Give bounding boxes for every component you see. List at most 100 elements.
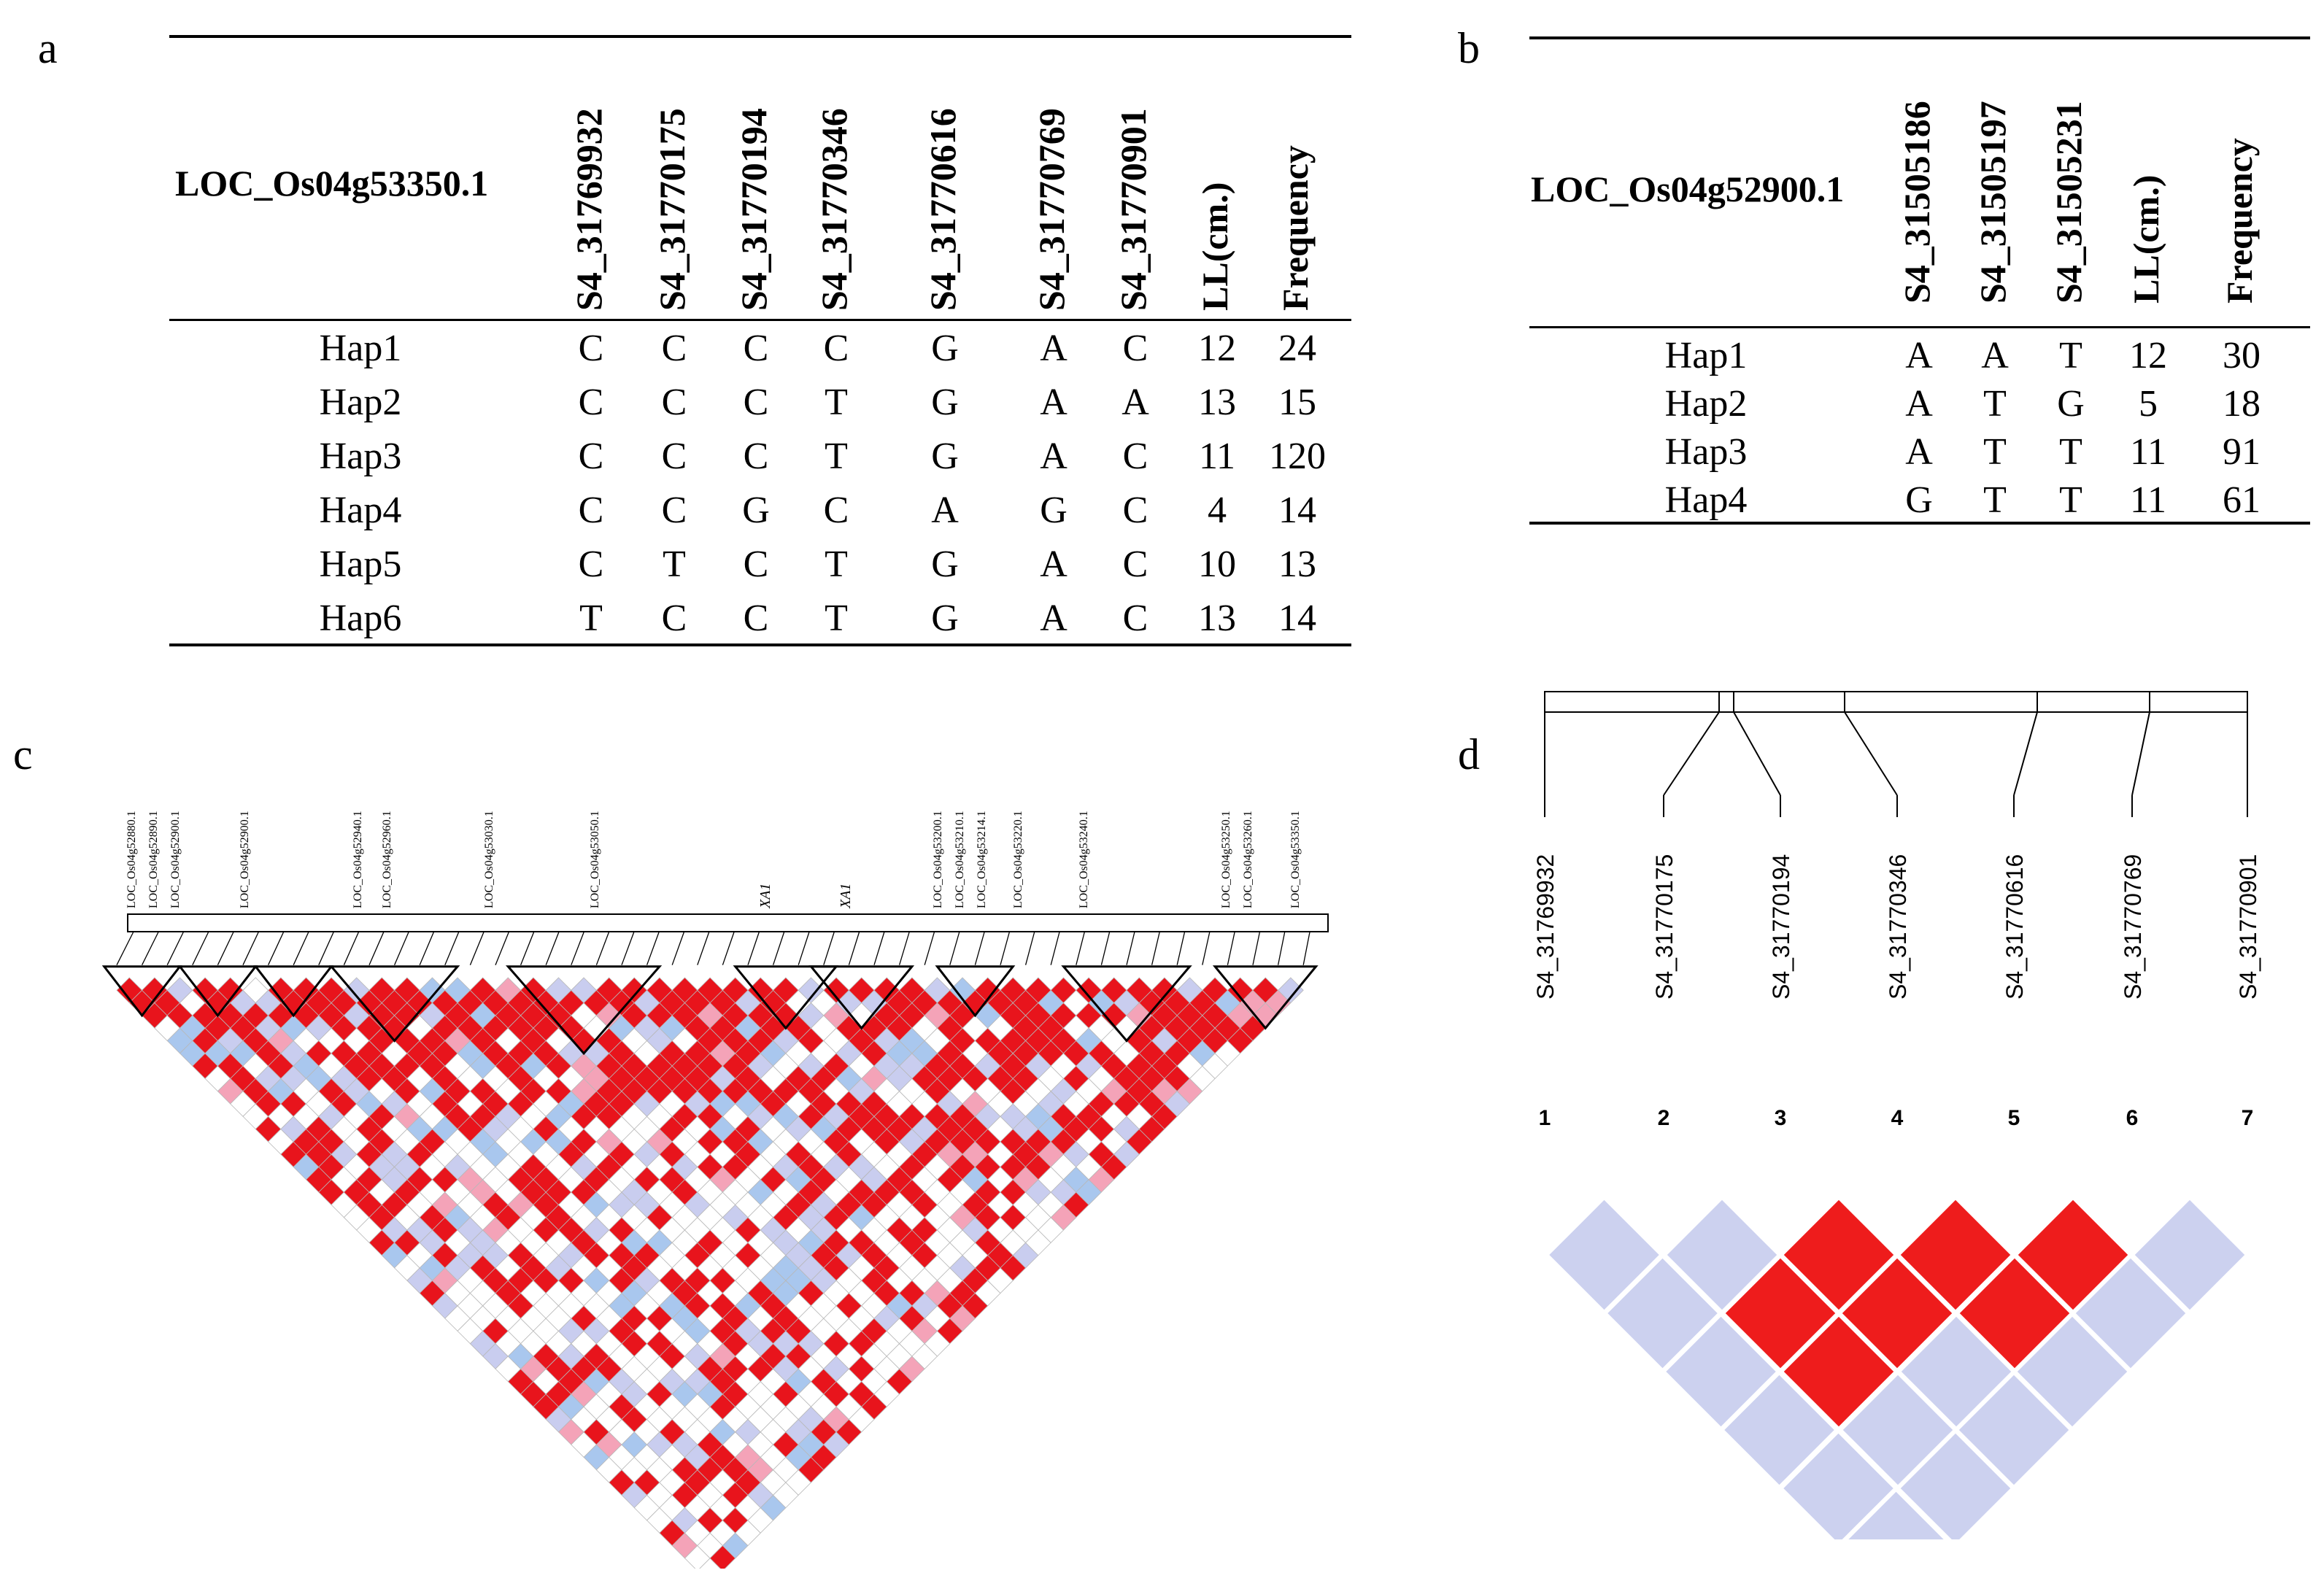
table-cell: G <box>2057 383 2085 425</box>
table-cell: C <box>661 382 687 423</box>
table-cell: G <box>1905 479 1933 521</box>
ld-cell <box>1844 1488 1948 1539</box>
snp-label: S4_31770616 <box>2001 854 2028 1000</box>
snp-label: S4_31770175 <box>1651 854 1678 1000</box>
table-cell: 11 <box>1198 436 1236 477</box>
snp-index: 4 <box>1891 1106 1904 1130</box>
table-cell: C <box>823 328 849 369</box>
table-cell: C <box>743 436 769 477</box>
table-cell: G <box>931 382 959 423</box>
table-column-header: S4_31770175 <box>652 108 692 311</box>
table-bottom-rule <box>1529 522 2310 525</box>
table-cell: C <box>823 490 849 531</box>
ld-cell <box>1838 1254 1956 1372</box>
ld-cell <box>1956 1254 2074 1372</box>
marker-connector <box>318 931 334 965</box>
table-cell: A <box>1040 328 1068 369</box>
table-cell: 10 <box>1198 544 1236 585</box>
gene-label: LOC_Os04g53250.1 <box>1220 811 1232 908</box>
table-cell: C <box>743 544 769 585</box>
marker-connector <box>697 931 710 965</box>
marker-connector <box>848 931 860 965</box>
snp-label: S4_31769932 <box>1532 854 1559 1000</box>
snp-connector <box>2131 711 2150 796</box>
marker-connector <box>1024 931 1035 965</box>
table-cell: T <box>825 544 848 585</box>
table-cell: 11 <box>2129 431 2167 473</box>
table-bottom-rule <box>169 643 1351 646</box>
table-cell: A <box>1905 335 1933 376</box>
table-cell: T <box>2059 431 2082 473</box>
marker-connector <box>974 931 985 965</box>
table-column-header: S4_31770346 <box>814 108 854 311</box>
marker-connector <box>571 931 585 965</box>
ld-cell <box>1721 1254 1839 1372</box>
marker-connector <box>268 931 285 965</box>
marker-connector <box>646 931 660 965</box>
marker-connector <box>772 931 785 965</box>
snp-label: S4_31770769 <box>2120 854 2146 1000</box>
table-row-label: Hap5 <box>319 544 402 585</box>
gene-label: LOC_Os04g52940.1 <box>352 811 364 908</box>
gene-label: LOC_Os04g53200.1 <box>932 811 944 908</box>
table-row-label: Hap4 <box>319 490 402 531</box>
marker-connector <box>444 931 460 965</box>
table-cell: G <box>742 490 770 531</box>
table-cell: C <box>1122 328 1149 369</box>
table-column-header: LL(cm.) <box>2126 174 2166 304</box>
snp-index: 5 <box>2008 1106 2020 1130</box>
table-cell: T <box>663 544 686 585</box>
table-row-label: Hap3 <box>1664 431 1748 473</box>
table-cell: C <box>578 328 604 369</box>
marker-connector <box>520 931 535 965</box>
table-cell: T <box>1983 479 2007 521</box>
gene-label: XA1 <box>838 884 854 909</box>
table-cell: C <box>743 598 769 639</box>
ld-heatmap-d: S4_31769932 S4_31770175 S4_31770194 S4_3177… <box>1532 691 2261 1539</box>
haplotype-block-outline <box>808 965 915 1030</box>
haplotype-block-outline <box>328 965 460 1043</box>
snp-index: 1 <box>1539 1106 1551 1130</box>
table-cell: C <box>1122 598 1149 639</box>
marker-connector <box>343 931 360 965</box>
table-cell: T <box>825 598 848 639</box>
snp-connector <box>1733 711 1781 796</box>
snp-index: 3 <box>1775 1106 1787 1130</box>
table-cell: T <box>825 436 848 477</box>
panel-label-b: b <box>1458 24 1480 72</box>
marker-connector <box>898 931 910 965</box>
table-cell: A <box>1905 383 1933 425</box>
table-cell: C <box>578 490 604 531</box>
panel-label-d: d <box>1458 730 1480 778</box>
table-cell: C <box>661 436 687 477</box>
table-cell: 13 <box>1198 598 1236 639</box>
table-cell: G <box>931 598 959 639</box>
marker-position-bar <box>127 913 1329 932</box>
ld-cell <box>1545 1196 1664 1314</box>
table-cell: T <box>2059 479 2082 521</box>
table-gene-header: LOC_Os04g52900.1 <box>1531 169 1845 209</box>
marker-connector <box>949 931 960 965</box>
marker-connector <box>1000 931 1011 965</box>
marker-connector <box>1302 931 1310 965</box>
table-header-rule <box>1529 326 2310 328</box>
marker-connector <box>545 931 560 965</box>
table-column-header: Frequency <box>2219 138 2260 304</box>
table-row-label: Hap3 <box>319 436 402 477</box>
haplotype-block-outline <box>102 965 182 1018</box>
table-cell: T <box>1983 431 2007 473</box>
table-row-label: Hap4 <box>1664 479 1748 521</box>
marker-connector <box>394 931 409 965</box>
snp-connector <box>1663 711 1720 796</box>
table-cell: 24 <box>1278 328 1316 369</box>
table-cell: C <box>743 382 769 423</box>
haplotype-block-outline <box>935 965 1016 1018</box>
table-cell: 12 <box>1198 328 1236 369</box>
marker-connector <box>1126 931 1135 965</box>
gene-label: LOC_Os04g53030.1 <box>483 811 495 908</box>
ld-cell <box>1780 1313 1898 1431</box>
table-cell: 13 <box>1198 382 1236 423</box>
table-cell: 15 <box>1278 382 1316 423</box>
marker-connector <box>1100 931 1111 965</box>
table-cell: A <box>1040 598 1068 639</box>
